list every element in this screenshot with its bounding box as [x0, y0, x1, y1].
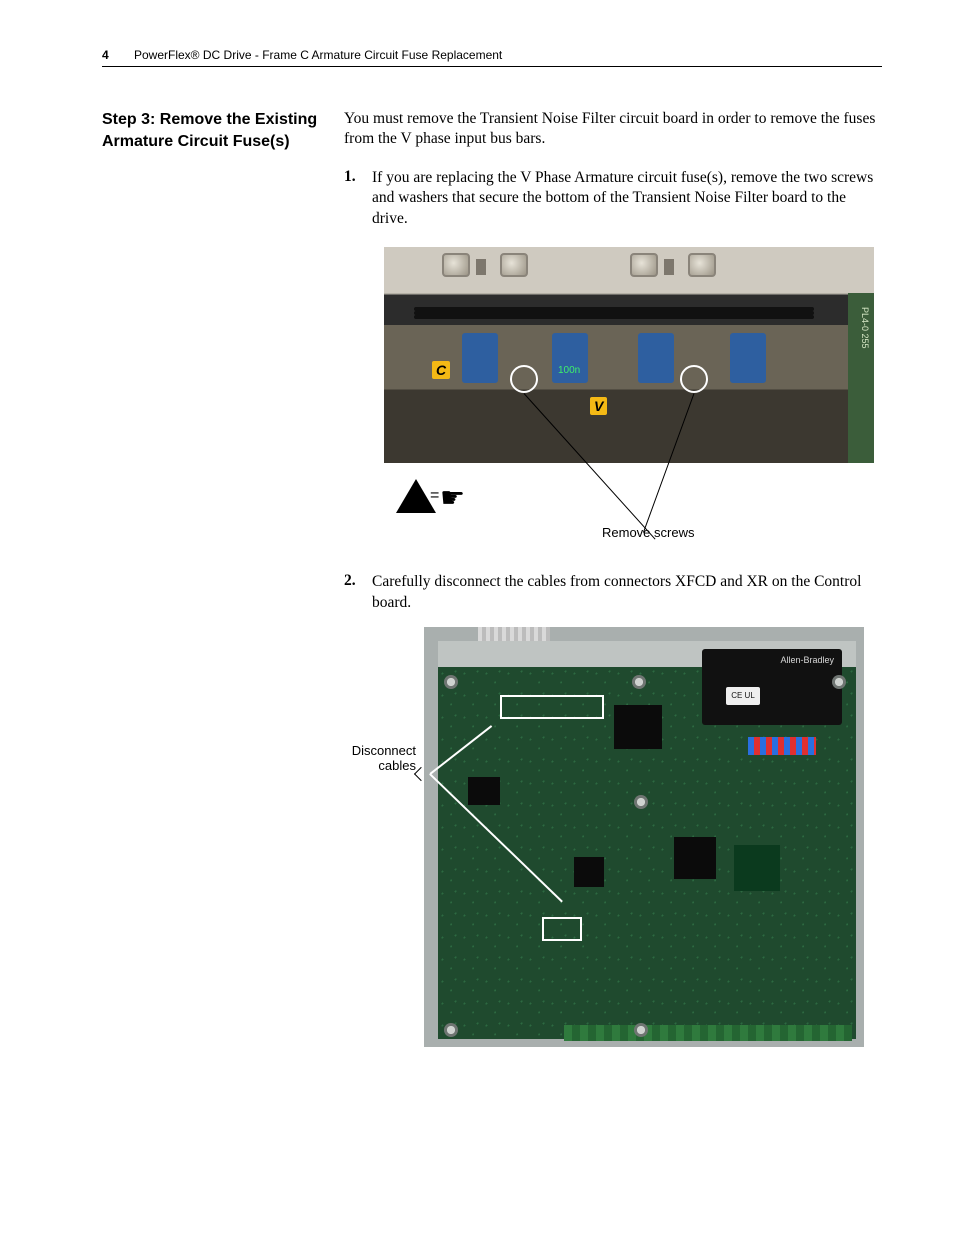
phase-label: V	[590, 397, 607, 415]
screw-callout-circle-icon	[510, 365, 538, 393]
esd-icon: = ☛	[396, 475, 496, 521]
capacitor	[730, 333, 766, 383]
ic-chip	[468, 777, 500, 805]
comm-module-label: Allen-Bradley	[780, 655, 834, 665]
figure-1: PL4-0 255 100nCV = ☛ Remove screws	[344, 247, 882, 542]
mounting-knob	[442, 253, 470, 277]
content-row: Step 3: Remove the Existing Armature Cir…	[102, 109, 882, 1047]
intro-paragraph: You must remove the Transient Noise Filt…	[344, 109, 882, 150]
rail-slot	[476, 259, 486, 275]
connector-callout-box	[542, 917, 582, 941]
terminal-strip	[564, 1025, 852, 1041]
side-column: Step 3: Remove the Existing Armature Cir…	[102, 109, 320, 1047]
list-number: 1.	[344, 168, 372, 229]
ic-chip	[734, 845, 780, 891]
phase-label: C	[432, 361, 450, 379]
ic-chip	[614, 705, 662, 749]
list-number: 2.	[344, 572, 372, 613]
rail-slot	[664, 259, 674, 275]
running-header: PowerFlex® DC Drive - Frame C Armature C…	[134, 48, 502, 62]
screw-callout-circle-icon	[680, 365, 708, 393]
figure-2-photo: Allen-Bradley CE UL	[424, 627, 864, 1047]
list-text: Carefully disconnect the cables from con…	[372, 572, 882, 613]
page: 4 PowerFlex® DC Drive - Frame C Armature…	[0, 0, 954, 1095]
hand-icon: ☛	[440, 481, 465, 515]
list-item-1: 1. If you are replacing the V Phase Arma…	[344, 168, 882, 229]
list-item-2: 2. Carefully disconnect the cables from …	[344, 572, 882, 613]
figure-1-photo: PL4-0 255 100n C V	[384, 247, 874, 463]
right-strip-text: PL4-0 255	[860, 307, 870, 349]
figure-2-row: Disconnect cables Allen-Bradley CE UL	[344, 627, 882, 1047]
list-text: If you are replacing the V Phase Armatur…	[372, 168, 882, 229]
ic-chip	[574, 857, 604, 887]
connector-callout-box	[500, 695, 604, 719]
ce-ul-badge: CE UL	[726, 687, 760, 705]
capacitor	[638, 333, 674, 383]
main-column: You must remove the Transient Noise Filt…	[344, 109, 882, 1047]
equals-icon: =	[430, 487, 439, 505]
ic-chip	[674, 837, 716, 879]
step-heading: Step 3: Remove the Existing Armature Cir…	[102, 109, 320, 152]
mounting-knob	[630, 253, 658, 277]
page-number: 4	[102, 48, 134, 62]
wire	[414, 315, 814, 319]
mounting-knob	[500, 253, 528, 277]
capacitor	[462, 333, 498, 383]
figure-2-side-label: Disconnect cables	[344, 627, 416, 773]
dip-switch-block	[748, 737, 816, 755]
page-header: 4 PowerFlex® DC Drive - Frame C Armature…	[102, 48, 882, 67]
figure-1-canvas: PL4-0 255 100nCV = ☛ Remove screws	[384, 247, 874, 542]
capacitor-label: 100n	[558, 365, 580, 376]
mounting-knob	[688, 253, 716, 277]
